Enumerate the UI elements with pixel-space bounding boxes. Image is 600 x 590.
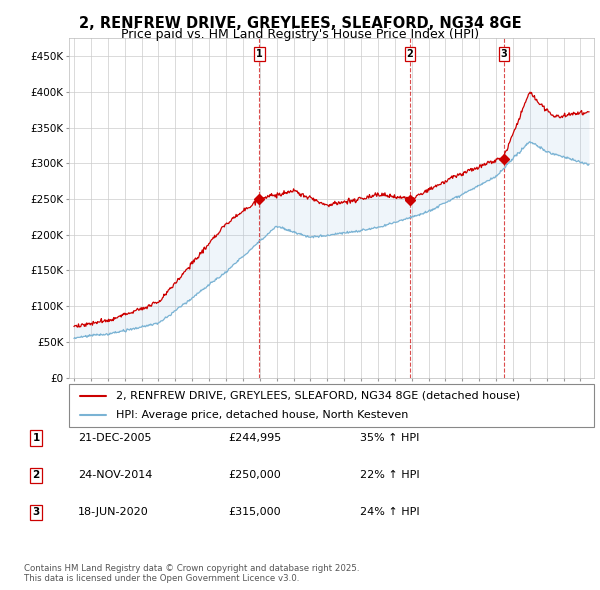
Text: Contains HM Land Registry data © Crown copyright and database right 2025.
This d: Contains HM Land Registry data © Crown c…	[24, 563, 359, 583]
Text: 24% ↑ HPI: 24% ↑ HPI	[360, 507, 419, 517]
Text: £250,000: £250,000	[228, 470, 281, 480]
Text: 22% ↑ HPI: 22% ↑ HPI	[360, 470, 419, 480]
Text: Price paid vs. HM Land Registry's House Price Index (HPI): Price paid vs. HM Land Registry's House …	[121, 28, 479, 41]
Text: 21-DEC-2005: 21-DEC-2005	[78, 433, 151, 443]
Text: £244,995: £244,995	[228, 433, 281, 443]
Text: HPI: Average price, detached house, North Kesteven: HPI: Average price, detached house, Nort…	[116, 409, 409, 419]
Text: 2, RENFREW DRIVE, GREYLEES, SLEAFORD, NG34 8GE (detached house): 2, RENFREW DRIVE, GREYLEES, SLEAFORD, NG…	[116, 391, 520, 401]
Text: 1: 1	[32, 433, 40, 443]
Text: 35% ↑ HPI: 35% ↑ HPI	[360, 433, 419, 443]
Text: 2, RENFREW DRIVE, GREYLEES, SLEAFORD, NG34 8GE: 2, RENFREW DRIVE, GREYLEES, SLEAFORD, NG…	[79, 16, 521, 31]
Text: 2: 2	[407, 49, 413, 59]
Text: 3: 3	[32, 507, 40, 517]
Text: £315,000: £315,000	[228, 507, 281, 517]
Text: 24-NOV-2014: 24-NOV-2014	[78, 470, 152, 480]
Text: 18-JUN-2020: 18-JUN-2020	[78, 507, 149, 517]
Text: 2: 2	[32, 470, 40, 480]
Text: 1: 1	[256, 49, 263, 59]
Text: 3: 3	[500, 49, 507, 59]
